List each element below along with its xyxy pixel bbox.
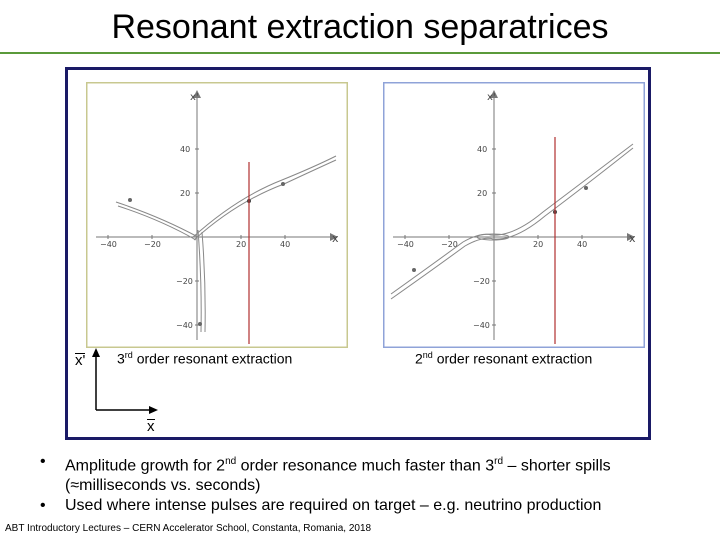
x-axis-label: x (629, 232, 636, 245)
separatrix-branch (201, 231, 206, 333)
inset-vertical-label: x' (75, 352, 86, 369)
separatrix-branch (197, 229, 202, 333)
separatrix-branch (193, 159, 337, 241)
y-tick: −20 (473, 277, 490, 286)
y-tick: 20 (180, 189, 190, 198)
separatrix-branch (115, 201, 199, 238)
bullet-list: • Amplitude growth for 2nd order resonan… (40, 452, 700, 516)
separatrix-branch (390, 147, 634, 300)
plot-3rd-order: x x' −40 −20 20 40 40 20 −20 −40 (86, 82, 348, 348)
y-tick: −20 (176, 277, 193, 286)
x-tick: −20 (144, 240, 161, 249)
y-axis-label: x' (190, 92, 199, 103)
y-tick: 40 (180, 145, 190, 154)
plot-2nd-order: x x' −40 −20 20 40 40 20 −20 −40 (383, 82, 645, 348)
x-tick: −40 (397, 240, 414, 249)
bullet-item: • Used where intense pulses are required… (40, 497, 602, 515)
x-tick: 20 (533, 240, 543, 249)
caption-3rd-order: 3rd order resonant extraction (117, 350, 293, 367)
x-tick: 20 (236, 240, 246, 249)
x-tick: −40 (100, 240, 117, 249)
separatrix-branch (117, 205, 197, 241)
x-tick: −20 (441, 240, 458, 249)
y-tick: −40 (176, 321, 193, 330)
x-tick: 40 (577, 240, 587, 249)
separatrix-branch (390, 143, 634, 295)
y-axis-label: x' (487, 92, 496, 103)
title-rule (0, 52, 720, 54)
y-tick: 20 (477, 189, 487, 198)
x-tick: 40 (280, 240, 290, 249)
footer-text: ABT Introductory Lectures – CERN Acceler… (5, 523, 372, 534)
inset-horizontal-label: x (147, 418, 155, 435)
bullet-item: • Amplitude growth for 2nd order resonan… (40, 453, 611, 495)
caption-2nd-order: 2nd order resonant extraction (415, 350, 593, 367)
axes-inset (92, 348, 158, 414)
y-tick: −40 (473, 321, 490, 330)
slide-title: Resonant extraction separatrices (111, 8, 609, 46)
separatrix-branch (191, 155, 337, 239)
y-tick: 40 (477, 145, 487, 154)
x-axis-label: x (332, 232, 339, 245)
